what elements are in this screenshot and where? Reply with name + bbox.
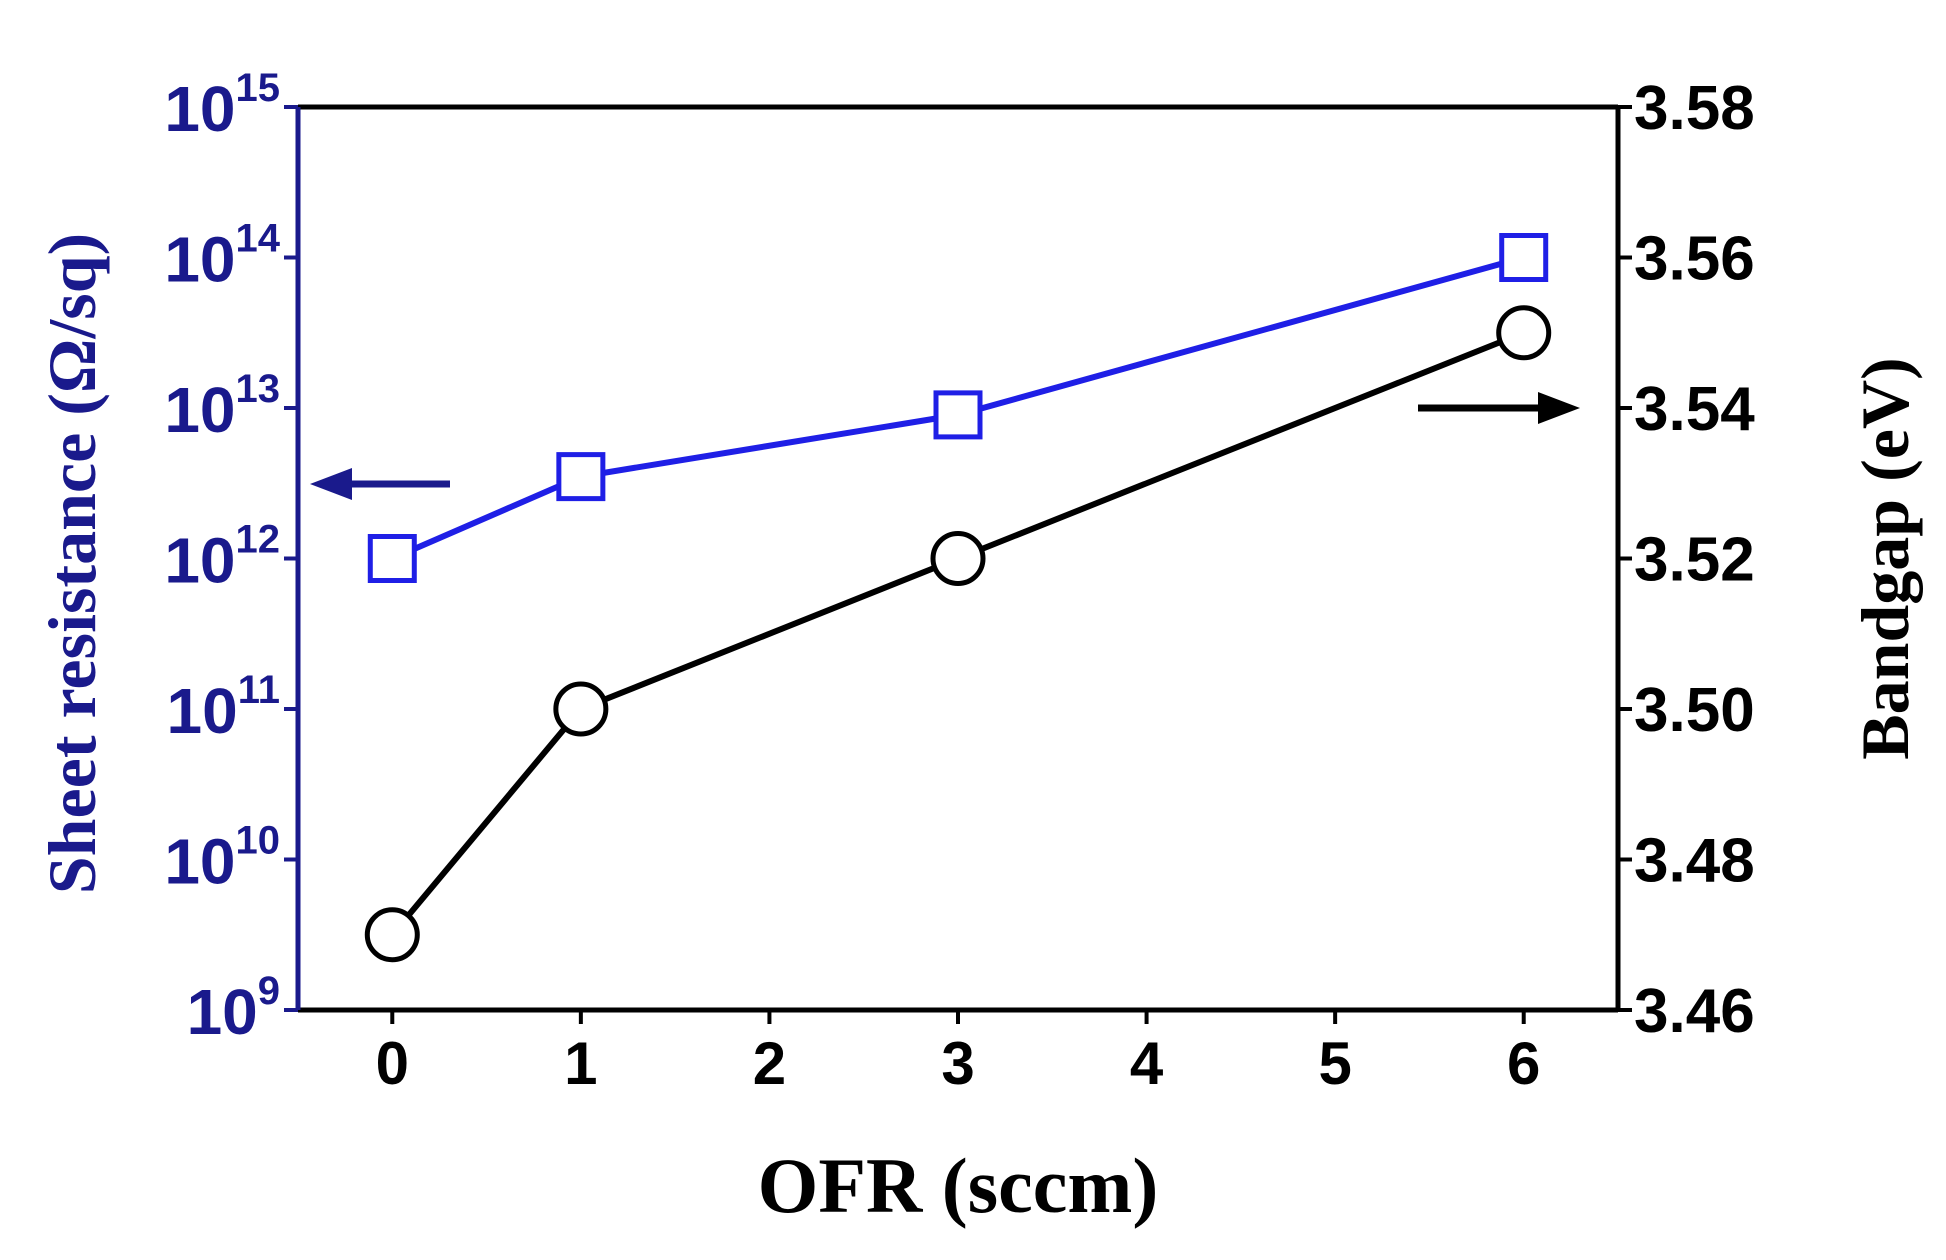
series-1-point <box>933 390 983 440</box>
series-2-point <box>1496 305 1552 361</box>
series-2-point <box>553 681 609 737</box>
y-left-tick-label: 109 <box>187 969 280 1048</box>
y-right-axis-title: Bandgap (eV) <box>1847 357 1923 759</box>
y-left-tick-label: 1011 <box>167 668 280 747</box>
series-2-point <box>364 907 420 963</box>
series-1-point <box>556 452 606 502</box>
series-1-point <box>367 534 417 583</box>
series-2-point <box>930 531 986 586</box>
x-tick-label: 4 <box>1130 1030 1164 1097</box>
y-right-tick-label: 3.56 <box>1634 225 1755 294</box>
right-axis-arrow-head <box>1538 392 1580 424</box>
y-right-tick-label: 3.58 <box>1634 74 1755 143</box>
y-left-tick-label: 1012 <box>164 518 280 597</box>
y-right-tick-label: 3.46 <box>1634 977 1755 1046</box>
y-right-tick-label: 3.50 <box>1634 676 1755 745</box>
y-left-axis-title: Sheet resistance (Ω/sq) <box>34 233 110 894</box>
y-left-tick-label: 1014 <box>164 217 280 296</box>
x-tick-label: 3 <box>941 1030 974 1097</box>
y-left-tick-label: 1010 <box>164 819 280 898</box>
series-2-line <box>389 329 1525 937</box>
x-axis-title: OFR (sccm) <box>758 1142 1159 1229</box>
x-tick-label: 5 <box>1318 1030 1351 1097</box>
y-left-tick-label: 1013 <box>164 367 280 446</box>
x-tick-label: 2 <box>753 1030 786 1097</box>
y-right-tick-label: 3.54 <box>1634 375 1755 444</box>
y-left-tick-label: 1015 <box>164 66 280 145</box>
y-right-tick-label: 3.48 <box>1634 827 1755 896</box>
series-1-line <box>391 254 1525 562</box>
plot-layer: 0 1 2 3 4 5 6 109 1010 1011 1012 1013 1014 1015 3.46 3.… <box>34 66 1923 1229</box>
x-tick-label: 0 <box>376 1030 409 1097</box>
series-1-point <box>1499 233 1549 282</box>
x-tick-label: 1 <box>564 1030 597 1097</box>
left-axis-arrow-head <box>310 468 352 500</box>
y-right-tick-label: 3.52 <box>1634 526 1755 595</box>
x-tick-label: 6 <box>1507 1030 1540 1097</box>
